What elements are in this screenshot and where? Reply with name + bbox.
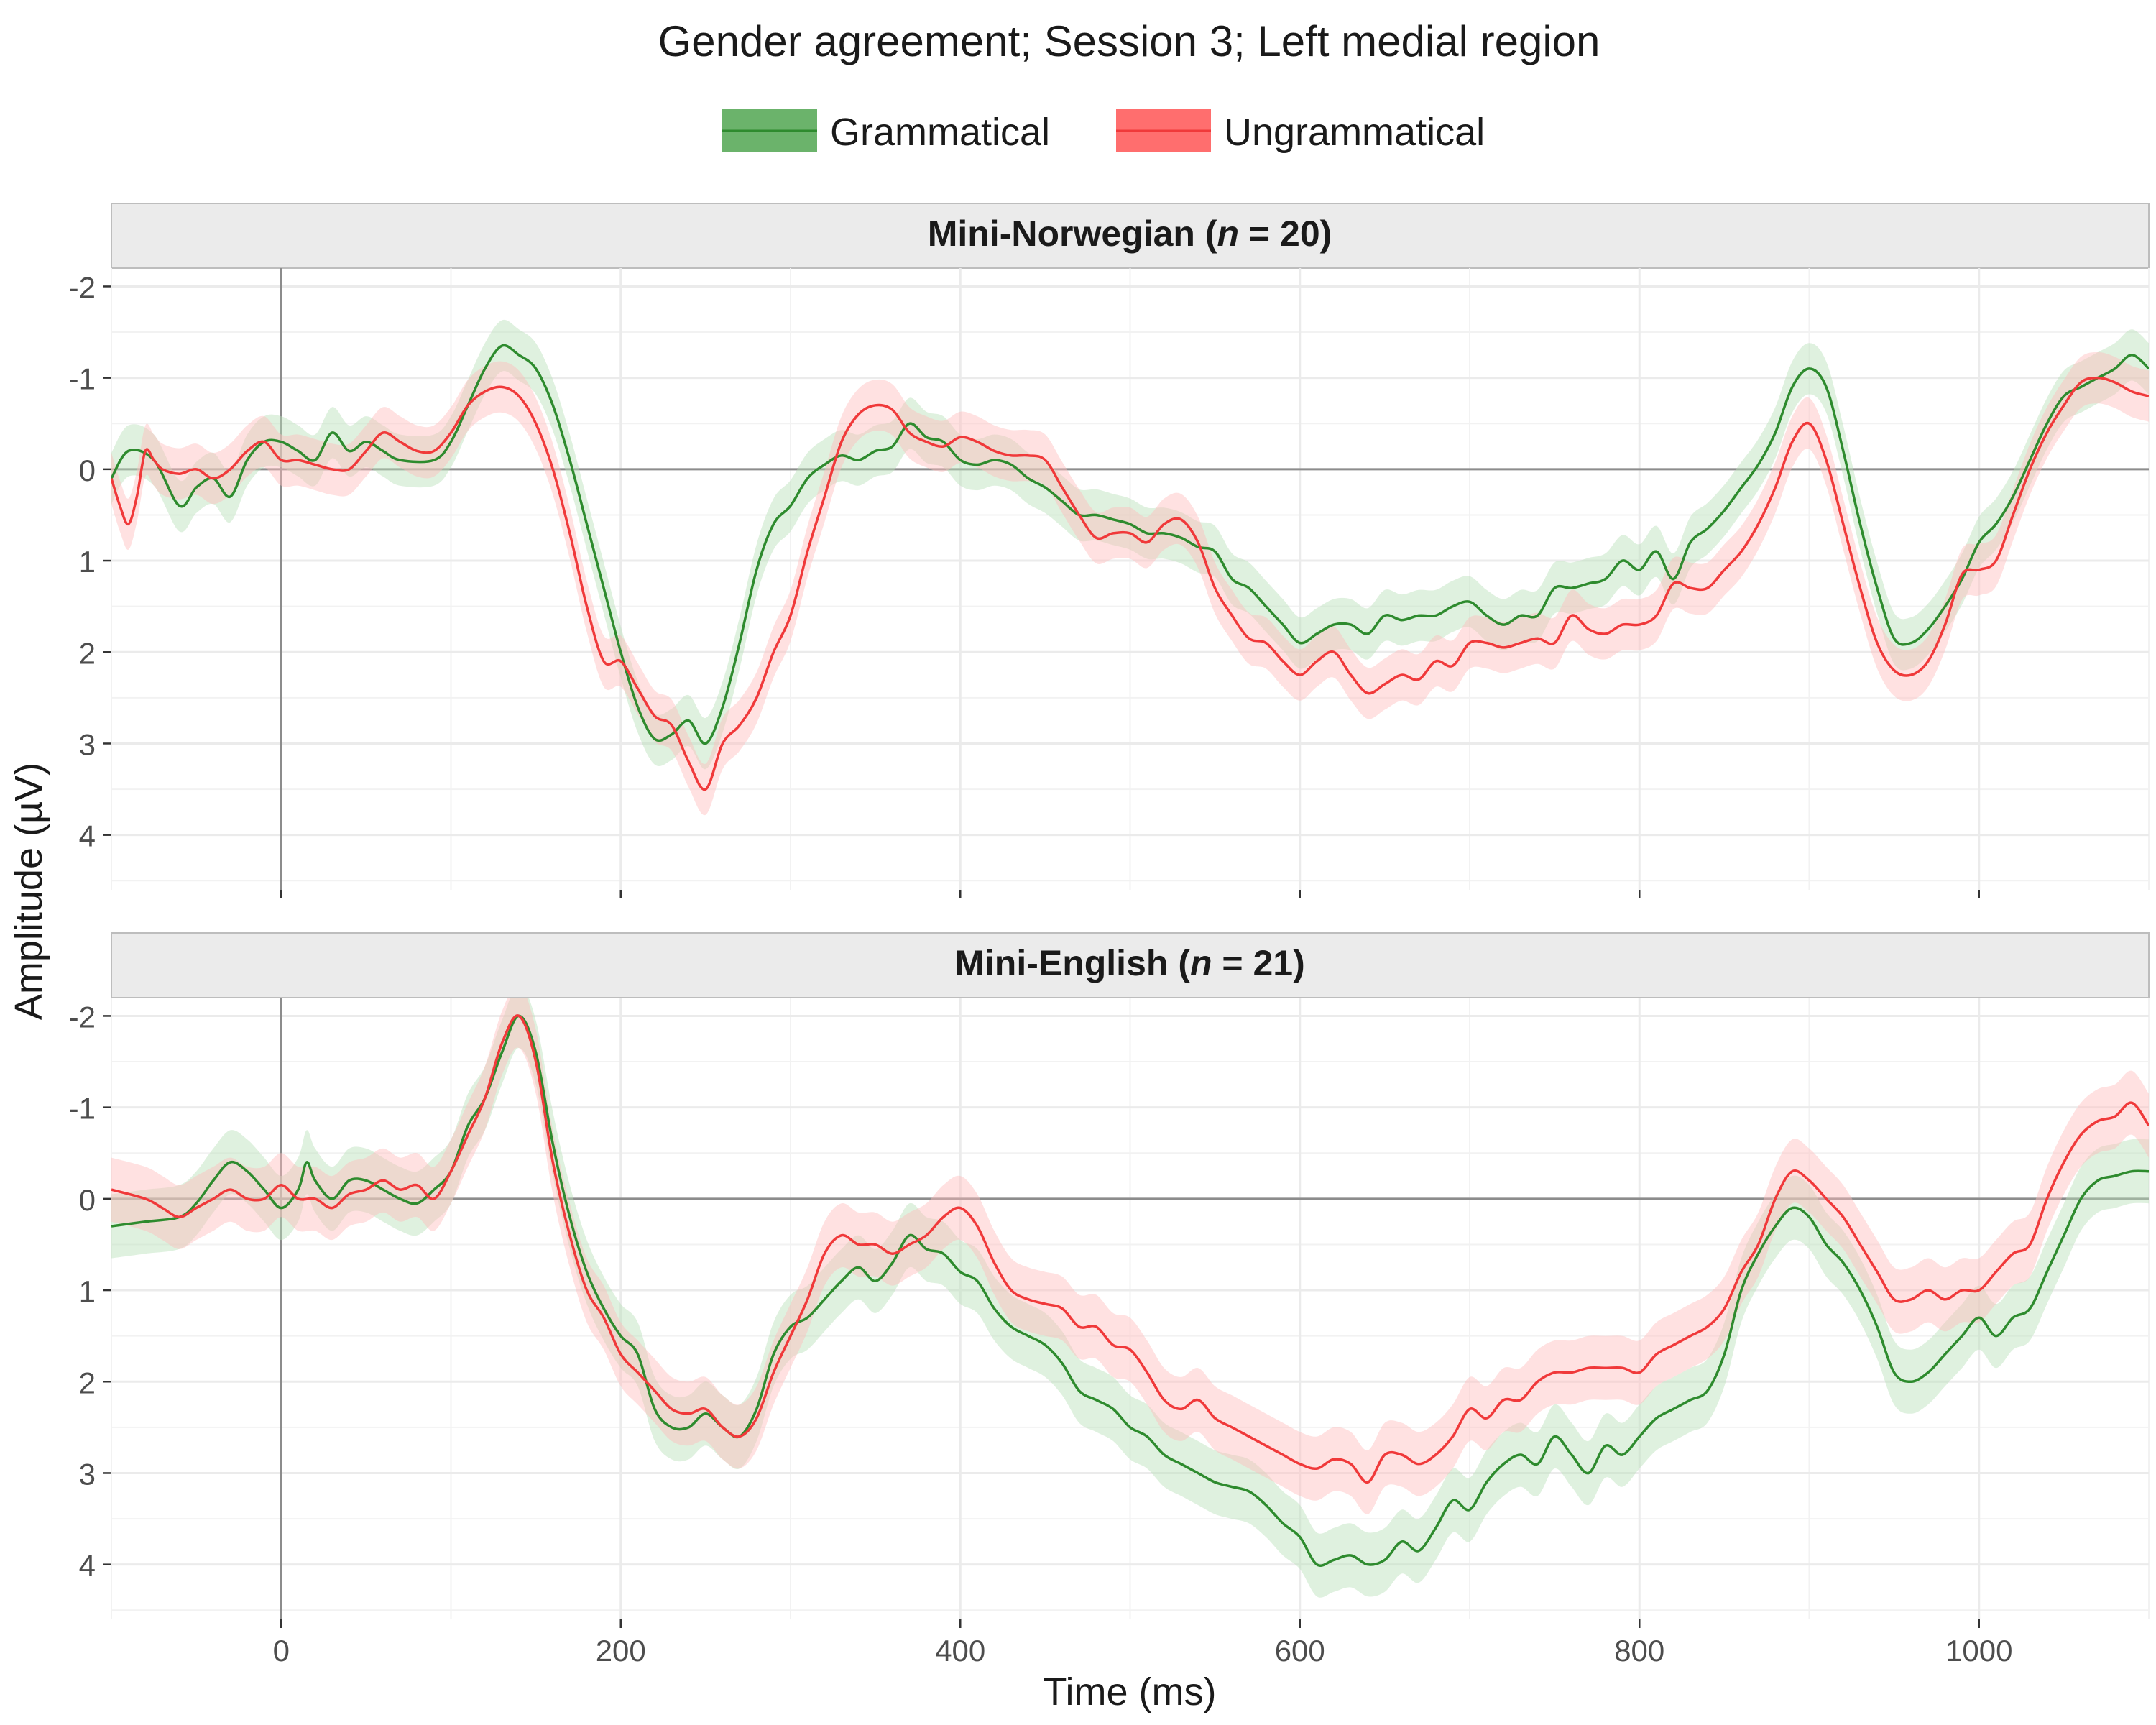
y-tick-label: -2: [69, 270, 96, 304]
panel-mini-norwegian: Mini-Norwegian (n = 20) -2 -1 0 1 2 3 4: [69, 203, 2150, 898]
strip-title-mini-norwegian: Mini-Norwegian (n = 20): [928, 213, 1332, 254]
plot-area-mini-english: -2 -1 0 1 2 3 4 0 200 400 600 800 1000: [69, 998, 2150, 1668]
x-tick-label: 400: [935, 1634, 985, 1668]
y-tick-label: 3: [79, 1457, 96, 1491]
series-line-grammatical-mini-english-: [111, 1014, 2149, 1567]
y-axis-title: Amplitude (µV): [7, 763, 50, 1020]
panel-mini-english: Mini-English (n = 21) -2 -1 0 1 2 3 4 0 200 400 60…: [69, 932, 2150, 1668]
y-tick-label: -1: [69, 362, 96, 396]
ribbon-grammatical-mini-english-: [111, 998, 2149, 1598]
ribbon-grammatical-mini-norwegian-: [111, 319, 2149, 770]
y-tick-label: -1: [69, 1092, 96, 1126]
plot-area-mini-norwegian: -2 -1 0 1 2 3 4: [69, 268, 2150, 898]
x-tick-label: 200: [596, 1634, 646, 1668]
y-tick-label: 2: [79, 1366, 96, 1399]
y-tick-label: 0: [79, 454, 96, 487]
y-tick-label: 1: [79, 1274, 96, 1308]
ribbon-ungrammatical-mini-english-: [111, 998, 2149, 1514]
strip-title-mini-english: Mini-English (n = 21): [954, 943, 1305, 983]
series-line-grammatical-mini-norwegian-: [111, 344, 2149, 745]
chart-title: Gender agreement; Session 3; Left medial…: [658, 17, 1600, 65]
y-tick-label: 1: [79, 545, 96, 579]
y-tick-label: 4: [79, 1549, 96, 1583]
y-tick-label: 4: [79, 819, 96, 853]
strip-mini-english: [111, 932, 2150, 998]
legend-label-grammatical: Grammatical: [830, 111, 1050, 154]
y-tick-label: 0: [79, 1183, 96, 1217]
x-axis-title: Time (ms): [1044, 1670, 1217, 1714]
series-line-ungrammatical-mini-norwegian-: [111, 376, 2149, 791]
x-tick-label: 600: [1275, 1634, 1325, 1668]
y-tick-label: -2: [69, 1000, 96, 1034]
y-tick-label: 2: [79, 636, 96, 670]
x-tick-label: 1000: [1945, 1634, 2012, 1668]
legend-label-ungrammatical: Ungrammatical: [1224, 111, 1485, 154]
strip-mini-norwegian: [111, 203, 2150, 269]
legend: Grammatical Ungrammatical: [722, 109, 1485, 154]
series-line-ungrammatical-mini-english-: [111, 1014, 2149, 1484]
x-tick-label: 800: [1614, 1634, 1664, 1668]
y-tick-label: 3: [79, 727, 96, 761]
x-tick-label: 0: [273, 1634, 290, 1668]
